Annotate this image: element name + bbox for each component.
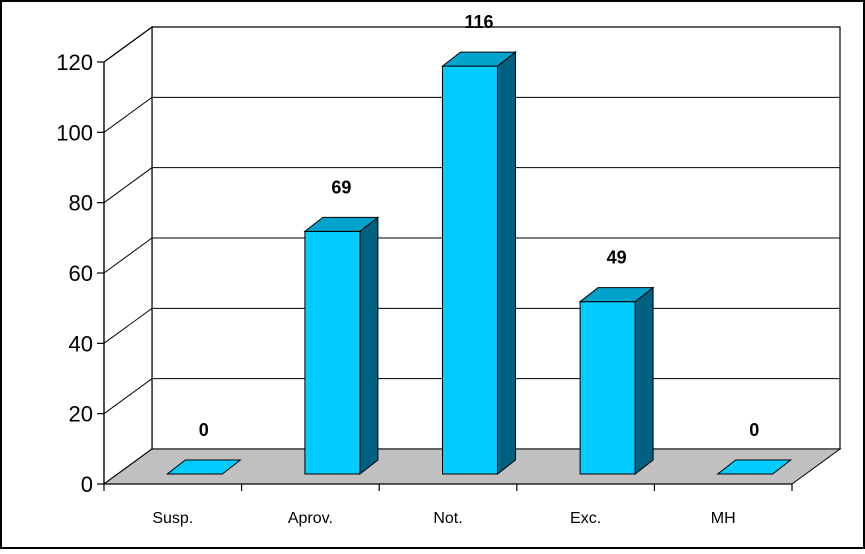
bar-0 [165,459,242,475]
y-tick-label-3: 60 [69,261,93,286]
data-label-4: 0 [749,420,759,440]
y-tick-label-6: 120 [56,50,93,75]
y-tick-label-0: 0 [81,472,93,497]
x-tick-label-0: Susp. [152,510,193,527]
bar-2 [441,51,517,476]
gridline-4 [103,167,840,204]
bar-side-1 [359,216,379,476]
bar-front-2 [442,65,498,475]
data-label-1: 69 [331,177,351,197]
data-label-0: 0 [199,420,209,440]
bar-3 [578,286,655,476]
bar-4 [716,459,793,475]
y-tick-label-1: 20 [69,402,93,427]
x-tick-label-2: Not. [433,510,462,527]
data-label-2: 116 [464,12,493,32]
gridline-6 [103,26,840,63]
bar-front-1 [304,230,361,475]
bar-top-1 [303,216,380,232]
bar-top-0 [165,459,242,475]
x-tick-label-1: Aprov. [288,510,333,527]
bar-top-4 [716,459,793,475]
gridline-5 [103,96,840,133]
bar-side-2 [497,51,516,476]
y-tick-label-4: 80 [69,191,93,216]
bar-1 [303,216,380,476]
y-tick-label-5: 100 [56,120,93,145]
bar-front-3 [579,301,636,475]
bar-top-3 [578,287,655,303]
x-tick-label-3: Exc. [570,510,601,527]
x-tick-label-4: MH [711,510,736,527]
bar-side-3 [634,286,654,476]
bar-top-2 [441,51,517,67]
gridline-3 [103,237,840,274]
y-tick-label-2: 40 [69,331,93,356]
data-label-3: 49 [607,248,627,268]
